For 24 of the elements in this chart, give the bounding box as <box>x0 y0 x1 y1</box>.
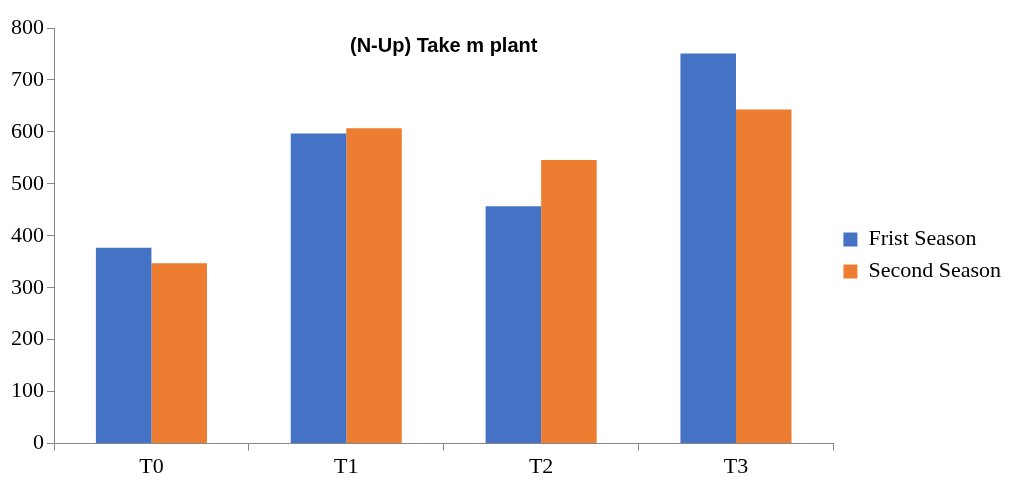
bar <box>680 53 736 444</box>
bar <box>290 133 347 444</box>
y-tick-label: 800 <box>11 13 44 39</box>
x-tick-label: T3 <box>723 452 749 478</box>
y-tick-label: 400 <box>11 221 44 247</box>
bar <box>95 247 152 444</box>
x-tick-label: T0 <box>139 452 164 478</box>
y-tick-label: 600 <box>11 117 44 143</box>
bar <box>485 206 542 444</box>
x-tick-label: T2 <box>528 452 554 478</box>
y-tick-label: 300 <box>11 273 44 299</box>
legend-label: Second Season <box>868 257 1001 283</box>
bar <box>346 128 402 444</box>
bar <box>541 159 597 444</box>
y-tick-label: 0 <box>33 429 44 455</box>
legend-label: Frist Season <box>868 225 977 251</box>
y-tick-label: 500 <box>11 169 44 195</box>
bar <box>151 263 207 444</box>
x-tick-label: T1 <box>334 452 359 478</box>
y-tick-label: 200 <box>11 325 44 351</box>
bar <box>735 109 792 444</box>
y-tick-label: 700 <box>11 65 44 91</box>
y-tick-label: 100 <box>11 377 44 403</box>
chart-title: (N-Up) Take m plant <box>349 33 538 56</box>
